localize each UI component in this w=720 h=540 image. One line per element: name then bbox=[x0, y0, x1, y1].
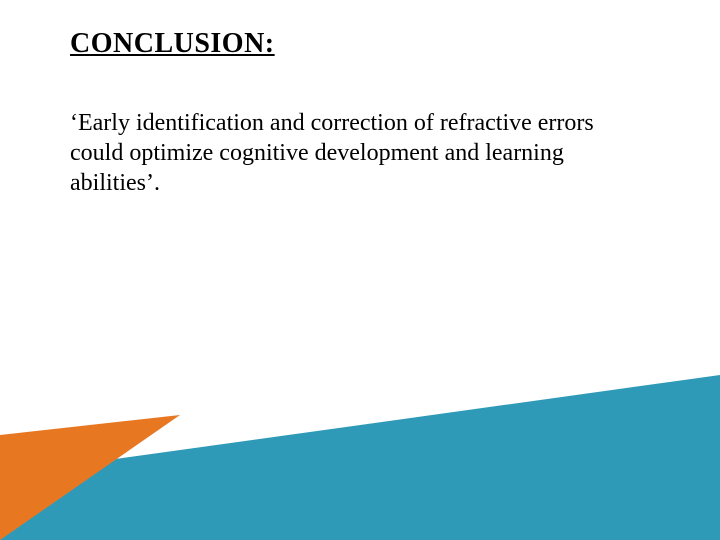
slide-heading: CONCLUSION: bbox=[70, 28, 650, 60]
footer-graphic bbox=[0, 340, 720, 540]
slide-content: CONCLUSION: ‘Early identification and co… bbox=[0, 0, 720, 198]
slide-body-text: ‘Early identification and correction of … bbox=[70, 108, 650, 198]
